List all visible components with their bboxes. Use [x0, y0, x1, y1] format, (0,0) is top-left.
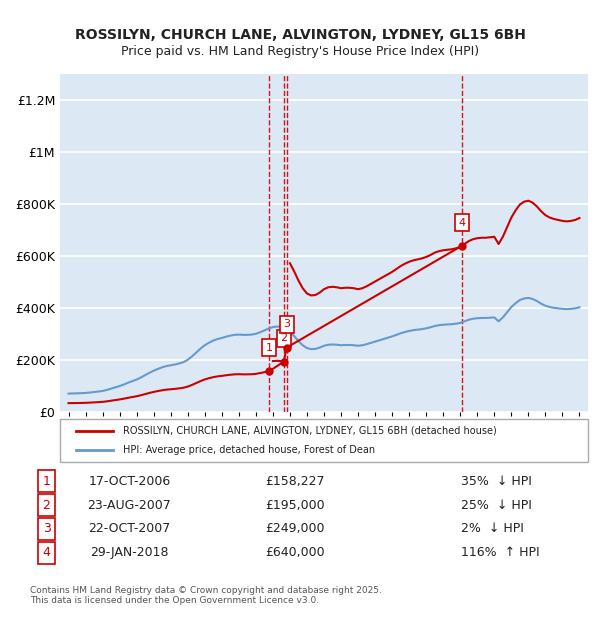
Text: 1: 1	[43, 475, 50, 488]
Text: £158,227: £158,227	[265, 475, 325, 488]
Text: £640,000: £640,000	[265, 546, 325, 559]
Text: 35%  ↓ HPI: 35% ↓ HPI	[461, 475, 532, 488]
Text: 3: 3	[43, 523, 50, 536]
Text: Contains HM Land Registry data © Crown copyright and database right 2025.: Contains HM Land Registry data © Crown c…	[30, 586, 382, 595]
Text: Price paid vs. HM Land Registry's House Price Index (HPI): Price paid vs. HM Land Registry's House …	[121, 45, 479, 58]
FancyBboxPatch shape	[60, 418, 588, 462]
Text: 29-JAN-2018: 29-JAN-2018	[90, 546, 169, 559]
Text: 22-OCT-2007: 22-OCT-2007	[88, 523, 170, 536]
Text: 116%  ↑ HPI: 116% ↑ HPI	[461, 546, 539, 559]
Text: 23-AUG-2007: 23-AUG-2007	[88, 498, 171, 511]
Text: 2%  ↓ HPI: 2% ↓ HPI	[461, 523, 523, 536]
Text: £249,000: £249,000	[265, 523, 325, 536]
Text: 17-OCT-2006: 17-OCT-2006	[88, 475, 170, 488]
Text: 2: 2	[280, 333, 287, 343]
Text: 1: 1	[266, 343, 273, 353]
Text: 2: 2	[43, 498, 50, 511]
Text: HPI: Average price, detached house, Forest of Dean: HPI: Average price, detached house, Fore…	[124, 445, 376, 454]
Text: 25%  ↓ HPI: 25% ↓ HPI	[461, 498, 532, 511]
Text: 3: 3	[283, 319, 290, 329]
Text: 4: 4	[43, 546, 50, 559]
Text: This data is licensed under the Open Government Licence v3.0.: This data is licensed under the Open Gov…	[30, 596, 319, 606]
Text: ROSSILYN, CHURCH LANE, ALVINGTON, LYDNEY, GL15 6BH: ROSSILYN, CHURCH LANE, ALVINGTON, LYDNEY…	[74, 28, 526, 42]
Text: 4: 4	[458, 218, 465, 228]
Text: ROSSILYN, CHURCH LANE, ALVINGTON, LYDNEY, GL15 6BH (detached house): ROSSILYN, CHURCH LANE, ALVINGTON, LYDNEY…	[124, 426, 497, 436]
Text: £195,000: £195,000	[265, 498, 325, 511]
